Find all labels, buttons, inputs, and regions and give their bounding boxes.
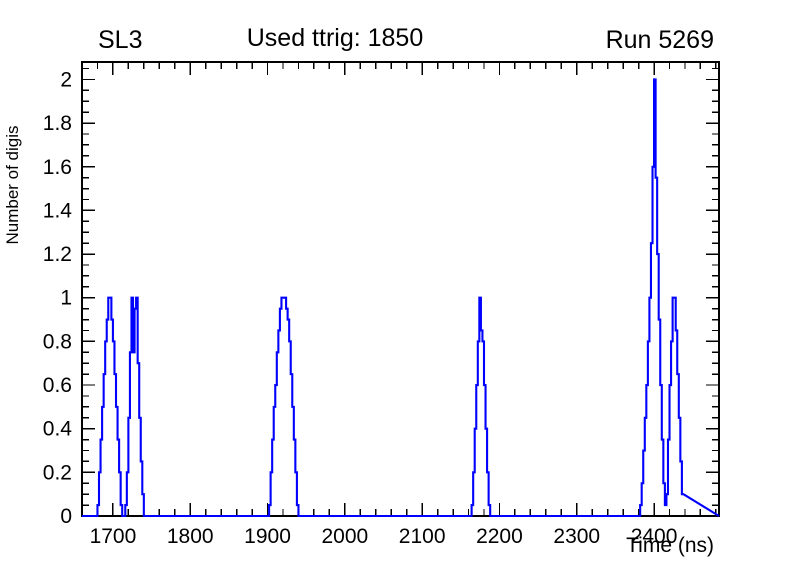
x-tick-label: 2200	[476, 525, 523, 548]
x-tick-label: 1900	[244, 525, 291, 548]
plot-frame	[81, 61, 720, 517]
y-axis-title: Number of digis	[3, 125, 22, 244]
y-tick-label: 0.6	[43, 374, 72, 397]
x-axis-tick-labels: 1700 1800 1900 2000 2100 2200 2300 2400	[90, 525, 678, 548]
x-tick-label: 2100	[399, 525, 446, 548]
pad-title-ttrig: Used ttrig: 1850	[247, 24, 424, 52]
data-series-group	[82, 78, 720, 518]
y-tick-label: 0	[60, 505, 72, 528]
y-tick-label: 0.2	[43, 461, 72, 484]
x-tick-label: 2000	[321, 525, 368, 548]
x-tick-label: 1700	[90, 525, 137, 548]
x-tick-label: 1800	[167, 525, 214, 548]
x-axis-title: Time (ns)	[626, 534, 714, 557]
y-tick-label: 1.6	[43, 156, 72, 179]
pad-label-run: Run 5269	[606, 26, 714, 54]
y-tick-label: 1.2	[43, 243, 72, 266]
y-tick-label: 1.4	[43, 199, 73, 222]
pad-label-sl3: SL3	[98, 26, 142, 54]
x-tick-label: 2400	[631, 525, 678, 548]
x-tick-label: 2300	[553, 525, 600, 548]
y-tick-label: 0.4	[43, 418, 73, 441]
y-axis-ticks	[82, 67, 719, 517]
y-tick-label: 2	[60, 68, 72, 91]
x-axis-ticks	[81, 62, 717, 516]
y-axis-tick-labels: 0 0.2 0.4 0.6 0.8 1 1.2 1.4 1.6 1.8 2	[43, 68, 73, 528]
histogram-line	[82, 78, 720, 518]
y-tick-label: 0.8	[43, 330, 72, 353]
y-tick-label: 1.8	[43, 112, 72, 135]
y-tick-label: 1	[60, 287, 72, 310]
